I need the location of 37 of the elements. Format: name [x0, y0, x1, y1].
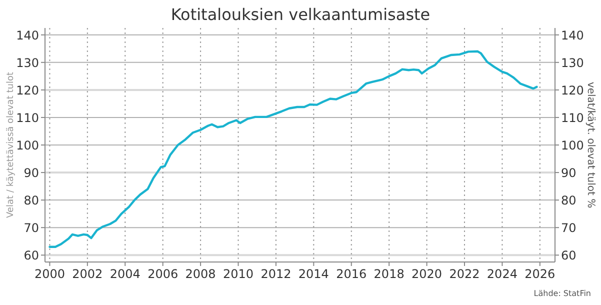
y-tick-label: 90: [24, 166, 39, 180]
x-tick-label: 2018: [374, 267, 404, 281]
y-tick-label: 100: [16, 138, 39, 152]
y2-tick-label: 90: [561, 166, 576, 180]
y-axis-title: Velat / käytettävissä olevat tulot: [6, 72, 16, 218]
x-tick-label: 2008: [185, 267, 216, 281]
x-tick-label: 2014: [298, 267, 329, 281]
y2-tick-label: 70: [561, 221, 576, 236]
y2-tick-label: 110: [561, 110, 584, 125]
y-tick-label: 140: [16, 28, 39, 42]
y2-axis-title: velat/käyt. olevat tulot %: [585, 82, 596, 208]
chart-title: Kotitalouksien velkaantumisaste: [170, 5, 430, 24]
y2-tick-label: 60: [561, 248, 576, 263]
text: Lähde: StatFin: [534, 289, 591, 298]
line-series: [48, 50, 538, 248]
y-tick-label: 130: [16, 56, 39, 70]
y-tick-label: 60: [24, 248, 39, 263]
x-tick-label: 2026: [524, 267, 556, 281]
x-tick-label: 2002: [72, 267, 103, 281]
y-tick-label: 70: [24, 221, 39, 236]
y2-tick-label: 140: [561, 28, 584, 42]
y2-tick-label: 100: [561, 138, 584, 152]
y-tick-label: 80: [24, 194, 39, 208]
x-tick-label: 2010: [222, 267, 254, 281]
x-tick-label: 2000: [34, 267, 65, 281]
x-tick-label: 2024: [486, 267, 518, 281]
y2-tick-label: 120: [561, 83, 584, 98]
x-tick-label: 2012: [260, 267, 292, 281]
x-tick-label: 2022: [449, 267, 480, 281]
x-tick-label: 2020: [412, 267, 442, 281]
y-tick-label: 120: [16, 83, 39, 98]
y2-tick-label: 80: [561, 194, 576, 208]
x-tick-label: 2006: [148, 267, 178, 281]
y-tick-label: 110: [16, 110, 39, 125]
x-tick-label: 2016: [336, 267, 367, 281]
y2-tick-label: 130: [561, 56, 584, 70]
x-tick-label: 2004: [110, 267, 140, 281]
